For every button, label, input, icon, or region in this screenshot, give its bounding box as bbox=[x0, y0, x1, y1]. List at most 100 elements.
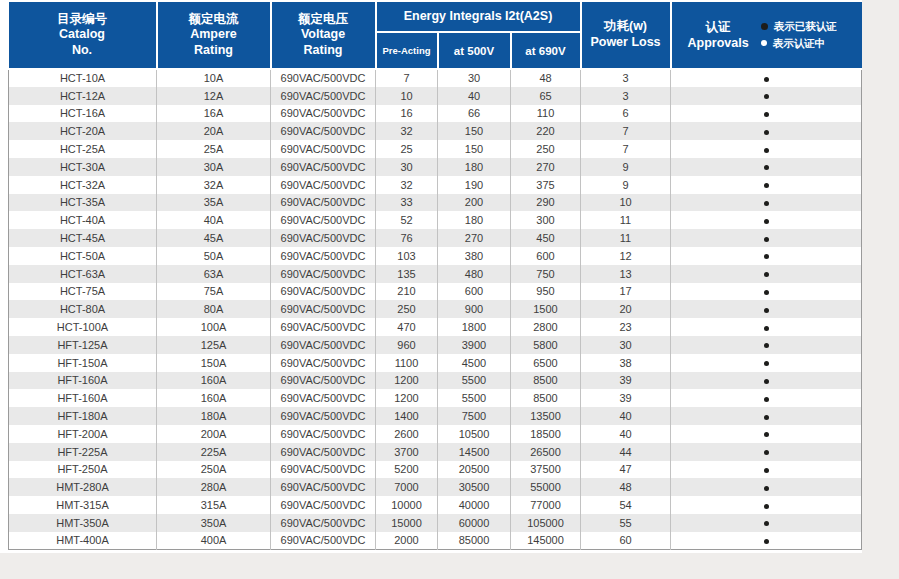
power-loss-cell: 39 bbox=[581, 372, 671, 390]
at-500v-cell: 5500 bbox=[438, 372, 511, 390]
power-loss-cell: 11 bbox=[581, 211, 671, 229]
ampere-cell: 63A bbox=[157, 265, 271, 283]
at-500v-cell: 270 bbox=[438, 229, 511, 247]
catalog-cell: HMT-350A bbox=[9, 514, 157, 532]
approval-cell bbox=[671, 443, 862, 461]
power-loss-cell: 20 bbox=[581, 300, 671, 318]
pre-acting-cell: 210 bbox=[376, 283, 438, 301]
at-690v-cell: 8500 bbox=[511, 389, 581, 407]
certified-dot-icon bbox=[764, 432, 769, 437]
power-loss-cell: 12 bbox=[581, 247, 671, 265]
at-690v-cell: 300 bbox=[511, 211, 581, 229]
table-row: HCT-80A80A690VAC/500VDC250900150020 bbox=[9, 300, 862, 318]
catalog-cell: HFT-160A bbox=[9, 389, 157, 407]
table-row: HFT-160A160A690VAC/500VDC12005500850039 bbox=[9, 372, 862, 390]
ampere-cell: 350A bbox=[157, 514, 271, 532]
pre-acting-cell: 52 bbox=[376, 211, 438, 229]
approval-cell bbox=[671, 283, 862, 301]
approval-cell bbox=[671, 122, 862, 140]
certified-dot-icon bbox=[764, 94, 769, 99]
catalog-cell: HCT-50A bbox=[9, 247, 157, 265]
at-500v-cell: 30500 bbox=[438, 478, 511, 496]
catalog-cell: HCT-100A bbox=[9, 318, 157, 336]
at-500v-cell: 150 bbox=[438, 140, 511, 158]
at-690v-cell: 290 bbox=[511, 194, 581, 212]
ampere-cell: 25A bbox=[157, 140, 271, 158]
approval-cell bbox=[671, 389, 862, 407]
at-690v-cell: 750 bbox=[511, 265, 581, 283]
voltage-cell: 690VAC/500VDC bbox=[271, 300, 376, 318]
approval-cell bbox=[671, 496, 862, 514]
certified-dot-icon bbox=[764, 308, 769, 313]
pre-acting-cell: 76 bbox=[376, 229, 438, 247]
certified-dot-icon bbox=[764, 468, 769, 473]
voltage-cell: 690VAC/500VDC bbox=[271, 496, 376, 514]
pre-acting-cell: 960 bbox=[376, 336, 438, 354]
header-power-loss: 功耗(w) Power Loss bbox=[581, 2, 671, 69]
certified-dot-icon bbox=[764, 539, 769, 544]
power-loss-cell: 48 bbox=[581, 478, 671, 496]
at-500v-cell: 600 bbox=[438, 283, 511, 301]
at-690v-cell: 105000 bbox=[511, 514, 581, 532]
power-loss-cell: 44 bbox=[581, 443, 671, 461]
voltage-cell: 690VAC/500VDC bbox=[271, 158, 376, 176]
pre-acting-cell: 16 bbox=[376, 105, 438, 123]
power-loss-cell: 55 bbox=[581, 514, 671, 532]
voltage-cell: 690VAC/500VDC bbox=[271, 87, 376, 105]
approval-cell bbox=[671, 514, 862, 532]
voltage-cell: 690VAC/500VDC bbox=[271, 105, 376, 123]
table-body: HCT-10A10A690VAC/500VDC730483HCT-12A12A6… bbox=[9, 69, 862, 550]
table-row: HFT-160A160A690VAC/500VDC12005500850039 bbox=[9, 389, 862, 407]
voltage-cell: 690VAC/500VDC bbox=[271, 407, 376, 425]
ampere-cell: 280A bbox=[157, 478, 271, 496]
ampere-cell: 400A bbox=[157, 532, 271, 550]
header-ampere-rating: 额定电流 Ampere Rating bbox=[157, 2, 271, 69]
power-loss-cell: 38 bbox=[581, 354, 671, 372]
voltage-cell: 690VAC/500VDC bbox=[271, 211, 376, 229]
table-row: HCT-25A25A690VAC/500VDC251502507 bbox=[9, 140, 862, 158]
approval-cell bbox=[671, 354, 862, 372]
ampere-cell: 160A bbox=[157, 389, 271, 407]
certified-dot-icon bbox=[764, 219, 769, 224]
power-loss-cell: 40 bbox=[581, 407, 671, 425]
ampere-cell: 10A bbox=[157, 69, 271, 87]
table-row: HCT-20A20A690VAC/500VDC321502207 bbox=[9, 122, 862, 140]
pre-acting-cell: 7 bbox=[376, 69, 438, 87]
voltage-cell: 690VAC/500VDC bbox=[271, 229, 376, 247]
pre-acting-cell: 1400 bbox=[376, 407, 438, 425]
certified-dot-icon bbox=[764, 326, 769, 331]
table-row: HCT-40A40A690VAC/500VDC5218030011 bbox=[9, 211, 862, 229]
ampere-cell: 75A bbox=[157, 283, 271, 301]
certified-dot-icon bbox=[764, 165, 769, 170]
approval-cell bbox=[671, 407, 862, 425]
certified-dot-icon bbox=[764, 379, 769, 384]
content-panel: 目录编号 Catalog No. 额定电流 Ampere Rating 额定电压… bbox=[0, 0, 862, 553]
certified-bullet-icon bbox=[761, 23, 768, 30]
voltage-cell: 690VAC/500VDC bbox=[271, 478, 376, 496]
certified-dot-icon bbox=[764, 254, 769, 259]
header-ampere-en1: Ampere bbox=[158, 27, 270, 43]
at-500v-cell: 150 bbox=[438, 122, 511, 140]
at-500v-cell: 14500 bbox=[438, 443, 511, 461]
approval-cell bbox=[671, 211, 862, 229]
power-loss-cell: 17 bbox=[581, 283, 671, 301]
at-500v-cell: 180 bbox=[438, 158, 511, 176]
ampere-cell: 225A bbox=[157, 443, 271, 461]
power-loss-cell: 60 bbox=[581, 532, 671, 550]
certified-dot-icon bbox=[764, 290, 769, 295]
voltage-cell: 690VAC/500VDC bbox=[271, 247, 376, 265]
catalog-cell: HCT-10A bbox=[9, 69, 157, 87]
pre-acting-cell: 25 bbox=[376, 140, 438, 158]
at-500v-cell: 190 bbox=[438, 176, 511, 194]
pre-acting-cell: 10000 bbox=[376, 496, 438, 514]
catalog-cell: HFT-225A bbox=[9, 443, 157, 461]
approval-cell bbox=[671, 478, 862, 496]
certified-dot-icon bbox=[764, 397, 769, 402]
at-690v-cell: 145000 bbox=[511, 532, 581, 550]
power-loss-cell: 7 bbox=[581, 122, 671, 140]
pre-acting-cell: 470 bbox=[376, 318, 438, 336]
ampere-cell: 100A bbox=[157, 318, 271, 336]
catalog-cell: HCT-35A bbox=[9, 194, 157, 212]
certified-dot-icon bbox=[764, 130, 769, 135]
power-loss-cell: 9 bbox=[581, 176, 671, 194]
